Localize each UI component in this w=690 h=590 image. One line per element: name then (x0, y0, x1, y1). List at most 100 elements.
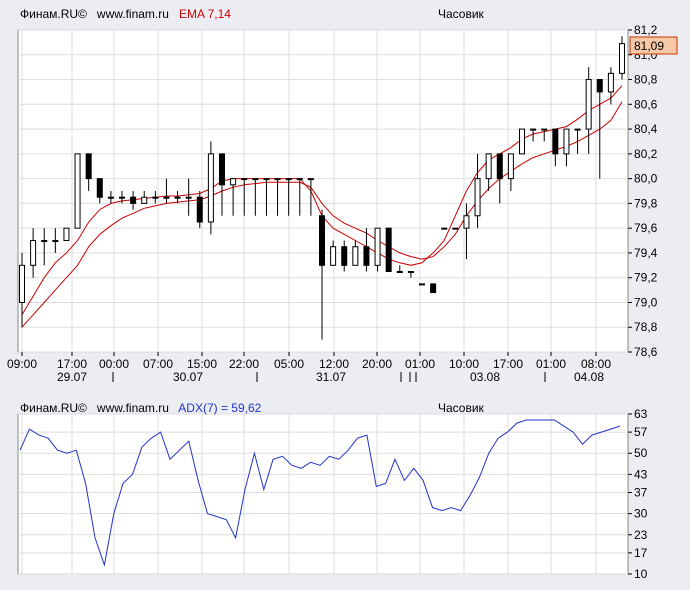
candle (74, 153, 81, 229)
candle (396, 265, 403, 273)
candle (363, 228, 370, 272)
candle (552, 128, 559, 167)
date-label: 31.07 (316, 370, 346, 384)
x-axis: 09:00 17:00 00:00 07:00 15:00 22:00 05:00 12:00… (7, 352, 611, 384)
candle (130, 191, 137, 210)
adx-series-line (19, 419, 621, 567)
candle (185, 178, 192, 216)
brand-label: Финам.RU© (20, 401, 87, 415)
site-label: www.finam.ru (96, 401, 169, 415)
candle (296, 178, 303, 216)
candle (196, 191, 203, 229)
adx-indicator-label: ADX(7) = 59,62 (178, 401, 262, 415)
candle (619, 36, 625, 80)
x-tick-label: 01:00 (405, 357, 435, 371)
candle (63, 227, 70, 242)
candle (530, 128, 537, 142)
adx-y-tick-label: 43 (634, 467, 648, 481)
last-price-label: 81,09 (634, 39, 664, 53)
candle (96, 178, 103, 204)
x-tick-label: 20:00 (362, 357, 392, 371)
candles (19, 36, 625, 340)
candle (474, 153, 481, 229)
ema-line (21, 101, 623, 328)
candle (407, 271, 414, 278)
x-tick-label: 15:00 (187, 357, 217, 371)
adx-plot-area (17, 413, 629, 575)
adx-period-label: Часовик (438, 401, 484, 415)
candle (352, 240, 359, 266)
date-label: 03.08 (470, 370, 500, 384)
y-tick-label: 80,2 (634, 147, 658, 161)
grid (18, 29, 628, 575)
candle (263, 178, 270, 216)
last-price-box: 81,09 (629, 36, 678, 55)
adx-y-tick-label: 30 (634, 507, 648, 521)
candle (507, 153, 514, 191)
candle (607, 67, 614, 105)
y-tick-label: 80,4 (634, 122, 658, 136)
candle (85, 153, 92, 191)
candle (119, 191, 125, 204)
candle (541, 128, 548, 142)
candle (485, 153, 492, 191)
candle (307, 178, 314, 216)
candle (252, 178, 259, 216)
y-tick-label: 81,2 (634, 23, 658, 37)
candle (374, 227, 381, 272)
y-tick-label: 80,8 (634, 73, 658, 87)
main-plot-area (17, 29, 629, 353)
candle (241, 178, 248, 216)
y-tick-label: 79,6 (634, 221, 658, 235)
x-tick-label: 08:00 (581, 357, 611, 371)
brand-label: Финам.RU© (20, 7, 87, 21)
candle (30, 228, 37, 278)
adx-y-tick-label: 23 (634, 528, 648, 542)
candle (441, 227, 448, 230)
candle (574, 128, 581, 154)
x-tick-label: 10:00 (449, 357, 479, 371)
candle (385, 227, 392, 272)
x-tick-label: 12:00 (319, 357, 349, 371)
candle (585, 67, 592, 154)
candle (19, 252, 25, 328)
candle (152, 191, 159, 204)
candle (419, 283, 425, 286)
candle (463, 203, 470, 260)
candle (452, 227, 459, 230)
main-header: Финам.RU© www.finam.ru EMA 7,14 (20, 7, 231, 21)
candle (596, 79, 603, 179)
indicator-label: EMA 7,14 (178, 7, 231, 21)
candle (430, 283, 437, 294)
x-tick-label: 22:00 (229, 357, 259, 371)
y-tick-label: 78,8 (634, 320, 658, 334)
candle (163, 178, 170, 204)
candle (496, 153, 503, 204)
y-tick-label: 79,8 (634, 196, 658, 210)
candle (107, 191, 114, 204)
candle (563, 128, 570, 167)
x-tick-label: 17:00 (57, 357, 87, 371)
x-tick-label: 07:00 (143, 357, 173, 371)
x-tick-label: 17:00 (493, 357, 523, 371)
candle (285, 178, 292, 216)
y-axis: 78,6 78,8 79,0 79,2 79,4 79,6 79,8 80,0 80,2 80,4… (628, 23, 658, 581)
x-tick-label: 09:00 (7, 357, 37, 371)
site-label: www.finam.ru (96, 7, 169, 21)
y-tick-label: 79,2 (634, 271, 658, 285)
adx-y-tick-label: 50 (634, 446, 648, 460)
y-tick-label: 78,6 (634, 345, 658, 359)
adx-header: Финам.RU© www.finam.ru ADX(7) = 59,62 (20, 401, 261, 415)
y-tick-label: 80,0 (634, 172, 658, 186)
x-tick-label: 01:00 (536, 357, 566, 371)
candle (319, 209, 325, 340)
y-tick-label: 80,6 (634, 97, 658, 111)
adx-y-tick-label: 17 (634, 546, 648, 560)
candle (519, 128, 525, 155)
adx-y-tick-label: 63 (634, 407, 648, 421)
adx-line (19, 419, 621, 567)
candle (230, 178, 237, 216)
period-label: Часовик (438, 7, 484, 21)
x-tick-label: 00:00 (99, 357, 129, 371)
